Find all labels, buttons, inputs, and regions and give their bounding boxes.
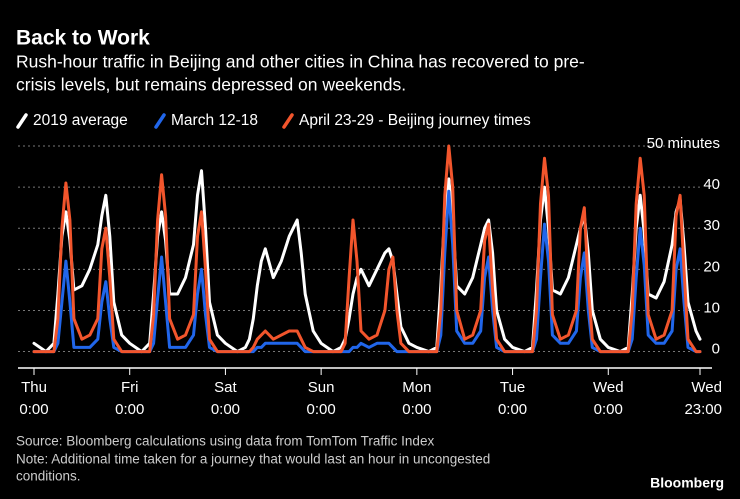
legend-label: April 23-29 - Beijing journey times [299,112,531,129]
x-tick-label: Tue 0:00 [498,379,527,418]
y-tick-label: 40 [703,176,720,193]
footnote: Source: Bloomberg calculations using dat… [16,434,434,449]
y-tick-label: 0 [712,341,720,358]
x-tick-label: Mon 0:00 [402,379,431,418]
series-line [32,144,702,354]
footnote: conditions. [16,469,81,484]
series-line [32,189,702,354]
legend-marker [282,113,294,129]
y-tick-label: 20 [703,258,720,275]
series-line [32,169,702,354]
x-tick-label: Sun 0:00 [307,379,336,418]
x-tick-label: Thu 0:00 [19,379,48,418]
subtitle: crisis levels, but remains depressed on … [16,75,406,95]
y-tick-label: 10 [703,299,720,316]
x-tick-label: Wed 0:00 [593,379,624,418]
y-tick-label: 30 [703,217,720,234]
x-tick-label: Wed 23:00 [684,379,722,418]
footnote: Note: Additional time taken for a journe… [16,452,490,467]
brand: Bloomberg [650,475,724,491]
chart-title: Back to Work [16,27,150,50]
x-tick-label: Sat 0:00 [211,379,240,418]
x-tick-label: Fri 0:00 [115,379,144,418]
subtitle: Rush-hour traffic in Beijing and other c… [16,52,585,72]
y-tick-label: 50 minutes [647,135,720,152]
legend-label: March 12-18 [171,112,258,129]
legend-label: 2019 average [33,112,128,129]
legend-marker [16,113,28,129]
legend-marker [154,113,166,129]
